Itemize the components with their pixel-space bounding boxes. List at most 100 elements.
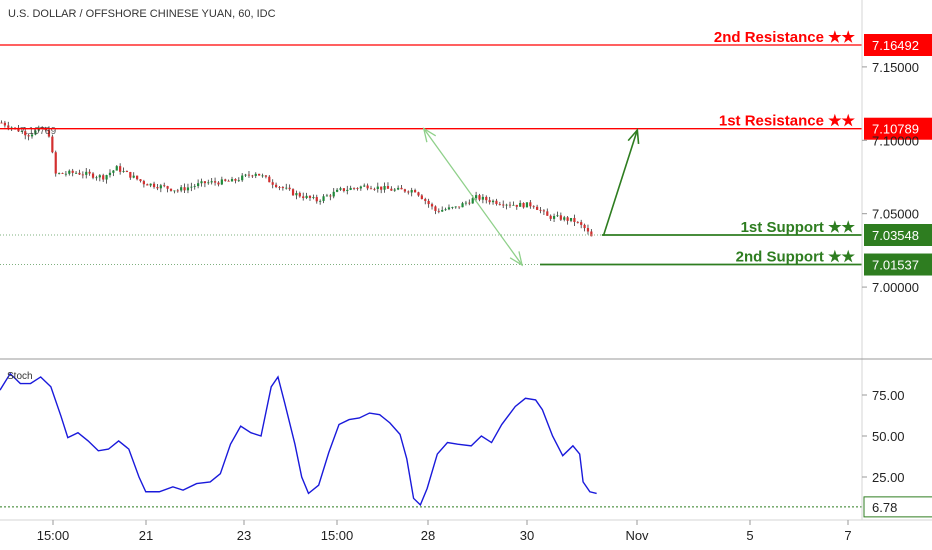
candle-body[interactable]: [244, 174, 247, 176]
candle-body[interactable]: [119, 166, 122, 172]
candle-body[interactable]: [427, 200, 430, 205]
candle-body[interactable]: [98, 175, 101, 178]
candle-body[interactable]: [13, 127, 17, 129]
candle-body[interactable]: [529, 202, 532, 207]
candle-body[interactable]: [424, 199, 427, 201]
candle-body[interactable]: [254, 173, 257, 176]
candle-body[interactable]: [274, 184, 278, 187]
candle-body[interactable]: [359, 186, 362, 189]
candle-body[interactable]: [471, 198, 474, 204]
candle-body[interactable]: [159, 185, 162, 189]
candle-body[interactable]: [180, 187, 183, 191]
candle-body[interactable]: [156, 187, 159, 189]
candle-body[interactable]: [441, 209, 444, 212]
candle-body[interactable]: [163, 185, 166, 187]
candle-body[interactable]: [515, 204, 518, 207]
candle-body[interactable]: [139, 179, 142, 182]
candle-body[interactable]: [166, 186, 169, 189]
candle-body[interactable]: [7, 125, 10, 128]
candle-body[interactable]: [10, 127, 13, 129]
candle-body[interactable]: [17, 127, 20, 132]
candle-body[interactable]: [312, 197, 315, 198]
candle-body[interactable]: [288, 187, 291, 190]
candle-body[interactable]: [108, 172, 112, 176]
candle-body[interactable]: [230, 179, 234, 182]
candle-body[interactable]: [146, 184, 149, 186]
candle-body[interactable]: [444, 209, 447, 211]
price-pane[interactable]: 7.10789: [0, 120, 593, 237]
candle-body[interactable]: [30, 134, 34, 137]
candle-body[interactable]: [149, 183, 152, 186]
price-axis[interactable]: 7.15000 7.10000 7.05000 7.00000 75.00 50.00 25…: [862, 60, 919, 485]
candle-body[interactable]: [268, 176, 271, 183]
candle-body[interactable]: [542, 210, 545, 212]
candle-body[interactable]: [183, 187, 186, 191]
candle-body[interactable]: [193, 186, 196, 187]
candle-body[interactable]: [261, 175, 264, 177]
candle-body[interactable]: [383, 186, 386, 190]
candle-body[interactable]: [485, 196, 488, 201]
candle-body[interactable]: [129, 171, 132, 178]
candle-body[interactable]: [566, 217, 569, 221]
candle-body[interactable]: [380, 186, 383, 190]
candle-body[interactable]: [339, 188, 342, 190]
candle-body[interactable]: [573, 217, 576, 222]
candle-body[interactable]: [363, 185, 366, 187]
candle-body[interactable]: [210, 181, 213, 183]
candle-body[interactable]: [420, 195, 423, 200]
candle-body[interactable]: [336, 189, 339, 192]
candle-body[interactable]: [505, 204, 508, 206]
candle-body[interactable]: [536, 206, 539, 210]
candle-body[interactable]: [322, 196, 325, 201]
candle-body[interactable]: [264, 175, 268, 177]
candle-body[interactable]: [346, 189, 349, 191]
candle-body[interactable]: [74, 172, 78, 174]
candle-body[interactable]: [559, 215, 562, 220]
candle-body[interactable]: [142, 181, 145, 185]
candle-body[interactable]: [20, 131, 23, 132]
candle-body[interactable]: [369, 188, 373, 190]
candle-body[interactable]: [285, 187, 288, 189]
candle-body[interactable]: [258, 173, 261, 176]
candle-body[interactable]: [68, 170, 71, 174]
candle-body[interactable]: [583, 224, 586, 229]
candle-body[interactable]: [64, 173, 68, 175]
candle-body[interactable]: [125, 171, 129, 172]
candle-body[interactable]: [190, 186, 193, 188]
candle-body[interactable]: [478, 195, 481, 200]
candle-body[interactable]: [468, 202, 471, 204]
candle-body[interactable]: [122, 171, 125, 172]
candle-body[interactable]: [302, 196, 305, 199]
candle-body[interactable]: [447, 207, 451, 210]
candle-body[interactable]: [481, 196, 484, 200]
candle-body[interactable]: [508, 204, 512, 206]
candle-body[interactable]: [95, 177, 98, 179]
candle-body[interactable]: [81, 174, 84, 176]
candle-body[interactable]: [434, 206, 437, 211]
candle-body[interactable]: [580, 222, 583, 225]
candle-body[interactable]: [251, 175, 254, 177]
candle-body[interactable]: [366, 185, 369, 189]
candle-body[interactable]: [237, 180, 240, 182]
candle-body[interactable]: [34, 130, 37, 135]
candle-body[interactable]: [213, 181, 217, 183]
candle-body[interactable]: [400, 187, 403, 190]
candle-body[interactable]: [47, 130, 51, 137]
candle-body[interactable]: [102, 175, 105, 180]
candle-body[interactable]: [349, 187, 352, 190]
candle-body[interactable]: [498, 204, 501, 205]
candle-body[interactable]: [586, 228, 590, 232]
candle-body[interactable]: [241, 175, 244, 181]
candle-body[interactable]: [220, 179, 223, 185]
candle-body[interactable]: [407, 191, 410, 193]
candle-body[interactable]: [58, 173, 61, 174]
candle-body[interactable]: [437, 210, 440, 212]
candle-body[interactable]: [305, 195, 308, 199]
candle-body[interactable]: [464, 202, 468, 204]
candle-body[interactable]: [352, 187, 356, 189]
candle-body[interactable]: [522, 202, 525, 208]
candle-body[interactable]: [532, 206, 535, 208]
candle-body[interactable]: [41, 127, 44, 129]
candle-body[interactable]: [291, 189, 295, 196]
